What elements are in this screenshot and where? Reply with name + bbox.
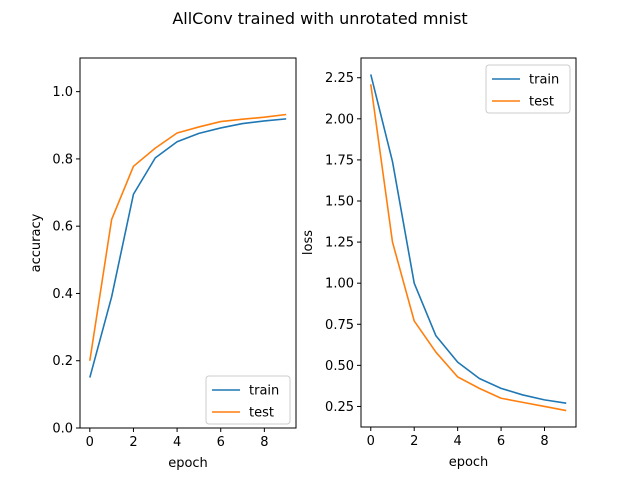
x-tick-label: 8 (260, 435, 268, 450)
x-tick-label: 0 (86, 435, 94, 450)
series-line-test (369, 84, 567, 412)
series-line-train (369, 74, 567, 404)
x-tick-label: 8 (540, 434, 548, 449)
x-axis-label: epoch (168, 456, 208, 471)
x-tick-label: 2 (410, 434, 418, 449)
legend-label-test: test (529, 95, 554, 110)
legend-label-test: test (249, 406, 274, 421)
series-line-test (89, 113, 287, 361)
y-tick-label: 0.50 (325, 359, 354, 374)
y-axis-label: accuracy (29, 213, 44, 272)
y-axis-label: loss (301, 230, 316, 255)
x-tick-label: 6 (217, 435, 225, 450)
loss-chart: 0 2 4 6 8 0.25 0.50 0.75 1.00 1.25 1.50 1.75 2.00 2.2… (301, 57, 577, 470)
y-tick-label: 0.6 (52, 220, 73, 235)
figure-suptitle: AllConv trained with unrotated mnist (172, 9, 467, 28)
y-tick-label: 2.25 (325, 71, 354, 86)
y-tick-label: 0.75 (325, 318, 354, 333)
y-tick-label: 2.00 (325, 112, 354, 127)
y-tick-label: 0.25 (325, 400, 354, 415)
legend: train test (485, 64, 571, 114)
x-axis-label: epoch (449, 455, 489, 470)
x-tick-label: 2 (129, 435, 137, 450)
y-tick-label: 0.8 (52, 152, 73, 167)
axes-frame (79, 57, 297, 429)
y-tick-label: 1.0 (52, 85, 73, 100)
y-tick-label: 0.2 (52, 354, 73, 369)
y-tick-label: 0.4 (52, 287, 73, 302)
x-tick-label: 6 (497, 434, 505, 449)
x-tick-label: 4 (454, 434, 462, 449)
x-tick-label: 0 (367, 434, 375, 449)
x-tick-label: 4 (173, 435, 181, 450)
y-tick-label: 1.00 (325, 277, 354, 292)
legend-label-train: train (529, 73, 559, 88)
y-tick-label: 1.75 (325, 153, 354, 168)
y-tick-label: 0.0 (52, 422, 73, 437)
legend: train test (205, 375, 291, 425)
accuracy-chart: 0 2 4 6 8 0.0 0.2 0.4 0.6 0.8 1.0 epoch accuracy trai… (29, 57, 297, 471)
legend-label-train: train (249, 384, 279, 399)
y-tick-label: 1.25 (325, 236, 354, 251)
y-tick-label: 1.50 (325, 194, 354, 209)
series-line-train (89, 118, 287, 378)
